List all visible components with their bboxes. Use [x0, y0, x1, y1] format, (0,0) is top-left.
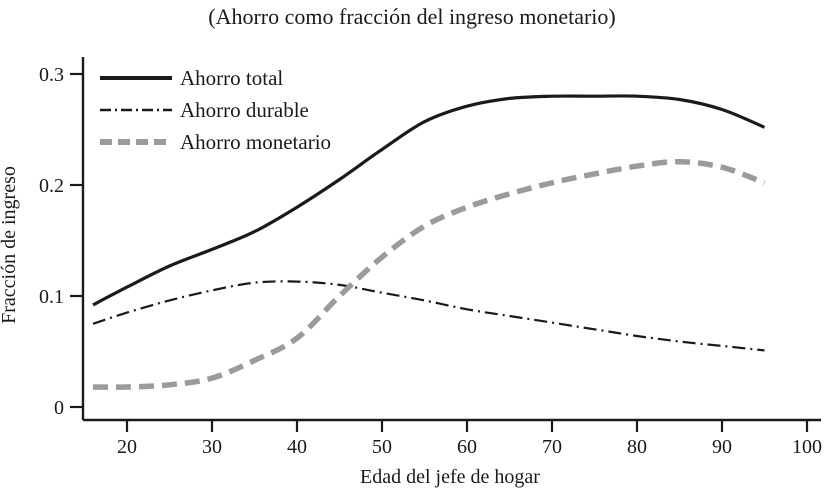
legend-item-ahorro-total: Ahorro total: [100, 66, 283, 90]
series-line-ahorro-durable: [92, 280, 765, 352]
y-tick-label: 0.3: [39, 64, 64, 86]
x-tick-label: 100: [792, 436, 822, 458]
y-axis-label: Fracción de ingreso: [0, 166, 20, 324]
chart-title: (Ahorro como fracción del ingreso moneta…: [208, 4, 615, 29]
x-tick-label: 70: [542, 436, 562, 458]
x-tick-label: 50: [372, 436, 392, 458]
x-tick-label: 20: [117, 436, 137, 458]
legend-item-ahorro-durable: Ahorro durable: [100, 98, 309, 122]
legend-label-ahorro-total: Ahorro total: [180, 66, 283, 90]
x-tick-label: 80: [627, 436, 647, 458]
x-tick-label: 30: [202, 436, 222, 458]
legend-label-ahorro-monetario: Ahorro monetario: [180, 130, 331, 154]
x-axis-label: Edad del jefe de hogar: [360, 466, 540, 488]
x-tick-label: 60: [457, 436, 477, 458]
legend-item-ahorro-monetario: Ahorro monetario: [100, 130, 331, 154]
axes: 0 0.1 0.2 0.3 20 30 40 50 60 70 80 90 100: [39, 57, 822, 458]
legend-label-ahorro-durable: Ahorro durable: [180, 98, 309, 122]
series-line-ahorro-monetario: [92, 158, 766, 390]
y-tick-label: 0.2: [39, 175, 64, 197]
series-line-ahorro-total: [92, 94, 766, 307]
y-tick-label: 0.1: [39, 286, 64, 308]
legend: Ahorro total Ahorro durable Ahorro monetar…: [100, 66, 331, 154]
series-lines: [92, 94, 766, 390]
y-tick-label: 0: [54, 397, 64, 419]
x-tick-label: 40: [287, 436, 307, 458]
x-tick-label: 90: [712, 436, 732, 458]
